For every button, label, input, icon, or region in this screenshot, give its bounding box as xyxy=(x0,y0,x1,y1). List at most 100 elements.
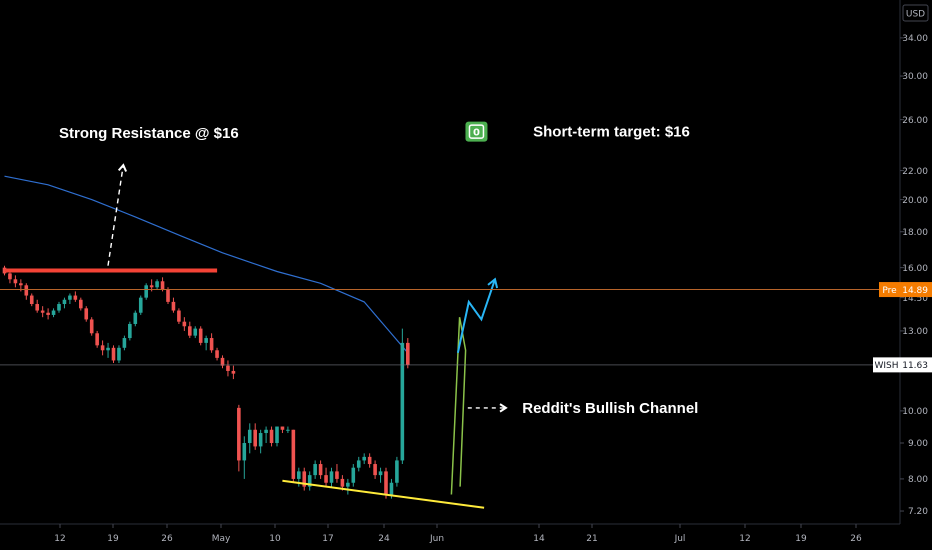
candle xyxy=(51,308,56,318)
money-icon-frame xyxy=(468,124,485,139)
candle xyxy=(406,338,410,369)
candle xyxy=(24,283,29,300)
candle xyxy=(400,328,405,465)
y-tick-label: 26.00 xyxy=(902,116,928,126)
x-tick-label: 26 xyxy=(850,534,862,544)
support-trendline xyxy=(282,479,485,509)
candle xyxy=(46,308,50,320)
candle-body xyxy=(198,328,203,343)
candle-body xyxy=(378,471,383,476)
candle xyxy=(62,297,67,309)
candle xyxy=(117,345,121,364)
candle-body xyxy=(269,429,274,444)
resistance-pointer-head xyxy=(117,163,128,172)
candle xyxy=(258,429,263,454)
candle xyxy=(324,467,328,487)
candle xyxy=(166,287,170,305)
x-tick-label: 14 xyxy=(533,534,545,544)
candle xyxy=(373,460,377,479)
y-tick: 16.00 xyxy=(900,264,928,274)
candle-body xyxy=(362,456,366,461)
x-tick-label: 19 xyxy=(795,534,807,544)
candle-body xyxy=(237,407,241,461)
x-tick: 14 xyxy=(533,524,545,544)
price-axis[interactable]: 34.00 30.00 26.00 22.00 20.00 18.00 16.00 14.50… xyxy=(900,34,928,517)
candle xyxy=(84,306,89,322)
resistance-dashed-pointer xyxy=(107,164,124,266)
candle-body xyxy=(111,347,116,361)
candle-body xyxy=(106,347,110,351)
annotation-label: Short-term target: $16 xyxy=(533,124,690,141)
candle-body xyxy=(226,365,230,371)
money-icon: 0 xyxy=(465,121,488,142)
candle xyxy=(351,464,356,487)
candle xyxy=(378,467,383,483)
time-axis[interactable]: 12 19 26 May 10 17 24 Jun 14 21 Jul 12 19 26 xyxy=(54,524,862,544)
currency-button[interactable]: USD xyxy=(902,4,929,22)
candle xyxy=(35,299,39,313)
candle xyxy=(237,404,241,472)
candle-body xyxy=(73,295,78,300)
x-tick: Jul xyxy=(674,524,685,544)
candle-body xyxy=(247,429,252,444)
candle-body xyxy=(95,333,99,346)
candle-body xyxy=(406,342,410,365)
candle xyxy=(367,453,372,468)
candle-body xyxy=(335,471,339,479)
candle xyxy=(356,456,361,472)
candle-body xyxy=(138,297,143,313)
candle xyxy=(144,283,148,300)
x-tick: 19 xyxy=(795,524,807,544)
candle-body xyxy=(275,426,279,444)
y-tick: 22.00 xyxy=(900,167,928,177)
candle xyxy=(395,456,399,487)
candle-body xyxy=(384,471,388,495)
annotation-label: Strong Resistance @ $16 xyxy=(59,125,239,142)
candle-body xyxy=(117,347,121,361)
candle-body xyxy=(62,299,67,305)
x-tick-label: 12 xyxy=(739,534,750,544)
y-tick: 30.00 xyxy=(900,72,928,82)
pre-badge-value-bg xyxy=(900,282,932,298)
candle-body xyxy=(128,323,132,339)
candle xyxy=(362,453,366,465)
candle xyxy=(155,279,159,290)
candle-body xyxy=(400,342,405,461)
candle-body xyxy=(231,370,236,374)
candle-body xyxy=(149,285,154,288)
candle xyxy=(226,360,230,377)
candle xyxy=(40,306,45,318)
x-tick-label: 17 xyxy=(322,534,333,544)
candle xyxy=(302,467,307,491)
candle xyxy=(275,426,279,447)
candle-body xyxy=(395,460,399,483)
candle xyxy=(242,436,247,479)
candle xyxy=(133,310,138,327)
candle xyxy=(182,317,187,331)
candle xyxy=(188,321,192,339)
candle-body xyxy=(356,460,361,468)
y-tick: 18.00 xyxy=(900,228,928,238)
candle xyxy=(122,335,127,351)
candle-body xyxy=(373,464,377,476)
candle xyxy=(13,275,18,288)
y-tick: 14.50 xyxy=(900,294,928,304)
candle xyxy=(215,347,219,361)
candle xyxy=(68,293,72,305)
candle xyxy=(335,464,339,483)
currency-label: USD xyxy=(906,10,925,20)
candle-body xyxy=(220,357,225,366)
candle xyxy=(264,426,268,444)
candle-body xyxy=(188,326,192,336)
candle xyxy=(209,333,214,353)
y-tick: 26.00 xyxy=(900,116,928,126)
candle xyxy=(171,297,176,313)
price-labels-layer: Pre 14.89 WISH 11.63 xyxy=(873,282,932,373)
y-tick-label: 8.00 xyxy=(908,475,928,485)
candle xyxy=(95,330,99,348)
candle xyxy=(247,423,252,454)
candle-body xyxy=(79,299,83,309)
candle-body xyxy=(19,283,23,286)
candle-body xyxy=(329,471,334,483)
